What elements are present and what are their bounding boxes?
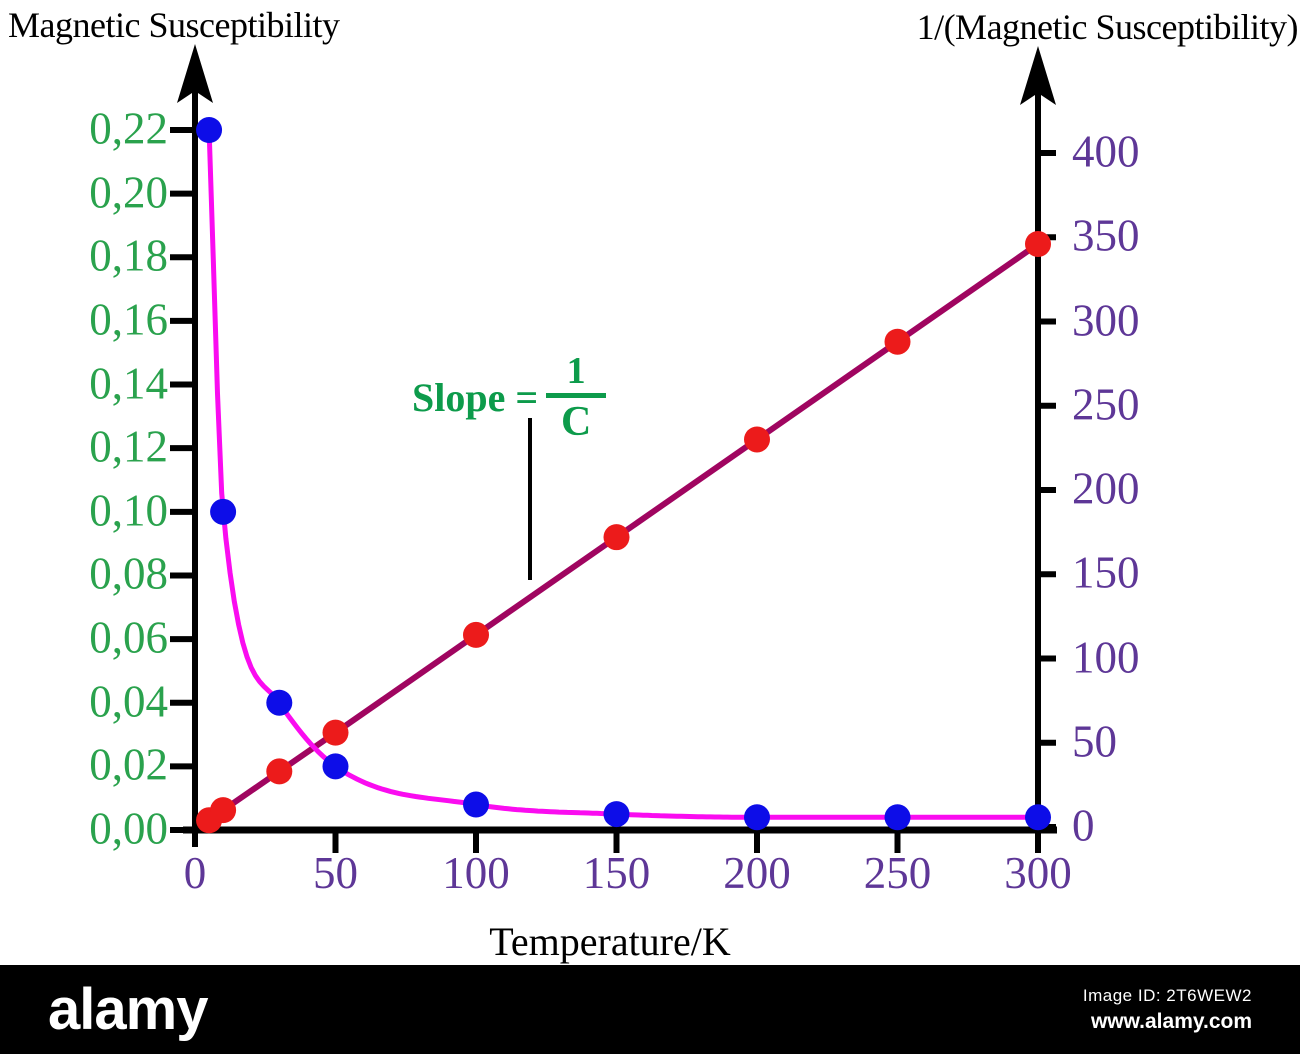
right-tick-label-6: 300 <box>1072 295 1140 346</box>
slope-fraction: 1 C <box>546 350 607 445</box>
susceptibility-point <box>266 689 293 716</box>
inverse-susceptibility-point <box>463 621 489 648</box>
right-tick-label-8: 400 <box>1072 126 1140 177</box>
right-tick-label-0: 0 <box>1072 800 1095 851</box>
susceptibility-curve <box>206 127 1041 820</box>
left-tick-label-10: 0,20 <box>89 167 168 218</box>
slope-annotation: Slope = 1 C <box>412 350 607 445</box>
left-tick-label-7: 0,14 <box>89 358 168 409</box>
left-tick-label-5: 0,10 <box>89 485 168 536</box>
alamy-logo: alamy <box>48 976 208 1042</box>
inverse-susceptibility-point <box>322 719 349 746</box>
right-tick-label-2: 100 <box>1072 632 1140 683</box>
inverse-susceptibility-point <box>210 797 237 824</box>
x-tick-label-1: 50 <box>313 848 358 898</box>
fraction-bar <box>546 393 607 398</box>
right-tick-label-4: 200 <box>1072 463 1140 514</box>
left-tick-label-6: 0,12 <box>89 421 168 472</box>
x-axis-title: Temperature/K <box>489 919 731 964</box>
slope-fraction-numerator: 1 <box>566 350 586 392</box>
slope-fraction-denominator: C <box>560 399 592 445</box>
x-tick-label-2: 100 <box>442 848 510 898</box>
left-tick-label-2: 0,04 <box>89 676 168 727</box>
right-axis-arrow-icon <box>1020 46 1056 105</box>
right-tick-label-3: 150 <box>1072 547 1140 598</box>
left-tick-label-1: 0,02 <box>89 739 168 790</box>
image-id-text: Image ID: 2T6WEW2 <box>1082 985 1252 1005</box>
left-tick-label-3: 0,06 <box>89 612 168 663</box>
x-tick-label-3: 150 <box>582 848 651 898</box>
watermark-meta: Image ID: 2T6WEW2 www.alamy.com <box>1083 986 1252 1034</box>
inverse-susceptibility-point <box>1025 230 1051 257</box>
susceptibility-point <box>603 801 630 828</box>
susceptibility-point <box>1025 804 1051 831</box>
alamy-url-text: www.alamy.com <box>1090 1009 1252 1033</box>
x-tick-label-6: 300 <box>1004 848 1072 898</box>
susceptibility-point <box>196 117 223 143</box>
susceptibility-point <box>463 791 489 818</box>
x-tick-label-0: 0 <box>183 848 207 898</box>
susceptibility-point <box>884 804 911 831</box>
x-tick-label-5: 250 <box>863 848 932 898</box>
left-axis-title: Magnetic Susceptibility <box>8 5 340 45</box>
inverse-susceptibility-point <box>884 328 911 355</box>
inverse-susceptibility-point <box>744 426 770 453</box>
susceptibility-point <box>210 498 237 525</box>
left-tick-label-9: 0,18 <box>89 230 168 281</box>
inverse-susceptibility-point <box>603 524 630 551</box>
right-axis-title: 1/(Magnetic Susceptibility) <box>916 7 1299 47</box>
slope-annotation-label: Slope = <box>412 375 539 420</box>
right-tick-label-1: 50 <box>1072 716 1117 767</box>
left-axis-arrow-icon <box>177 44 213 103</box>
inverse-susceptibility-point <box>266 758 293 785</box>
right-tick-label-5: 250 <box>1072 379 1140 430</box>
left-tick-label-8: 0,16 <box>89 294 168 345</box>
watermark-bar: alamy Image ID: 2T6WEW2 www.alamy.com <box>0 965 1300 1054</box>
left-tick-label-0: 0,00 <box>89 803 168 854</box>
susceptibility-point <box>322 753 349 780</box>
left-tick-label-4: 0,08 <box>89 549 168 600</box>
left-tick-label-11: 0,22 <box>89 103 168 154</box>
x-tick-label-4: 200 <box>723 848 791 898</box>
susceptibility-point <box>744 804 770 831</box>
right-tick-label-7: 350 <box>1072 210 1140 261</box>
